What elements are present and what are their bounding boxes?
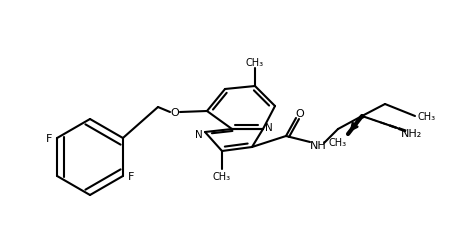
Text: F: F	[128, 171, 134, 181]
Text: CH₃: CH₃	[418, 112, 436, 122]
Text: NH: NH	[309, 140, 327, 150]
Text: CH₃: CH₃	[246, 58, 264, 68]
Text: NH₂: NH₂	[401, 128, 423, 138]
Text: O: O	[170, 108, 179, 118]
Text: CH₃: CH₃	[329, 137, 347, 147]
Text: N: N	[195, 129, 203, 139]
Text: F: F	[46, 134, 52, 143]
Text: O: O	[296, 109, 304, 119]
Text: N: N	[265, 122, 273, 132]
Text: CH₃: CH₃	[213, 171, 231, 181]
